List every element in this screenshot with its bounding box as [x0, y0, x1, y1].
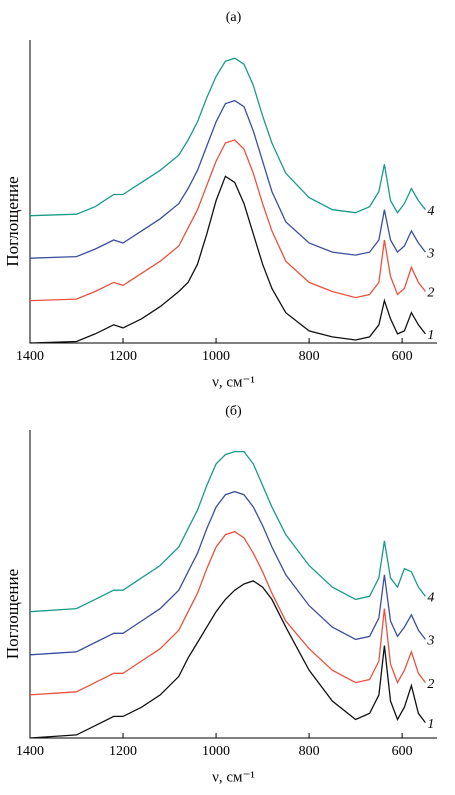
x-tick-label: 1200	[109, 349, 137, 364]
x-tick-label: 1400	[16, 349, 44, 364]
spectrum-line	[29, 57, 426, 217]
x-tick-label: 1200	[109, 744, 137, 759]
series-label: 1	[427, 717, 434, 732]
y-axis-label: Поглощение	[3, 176, 22, 266]
series-label: 2	[427, 286, 434, 301]
x-tick-label: 1000	[202, 744, 230, 759]
series-label: 2	[427, 677, 434, 692]
series-label: 4	[427, 204, 434, 219]
spectrum-line	[29, 99, 426, 259]
series-label: 3	[426, 246, 434, 261]
spectrum-line	[29, 490, 426, 656]
series-label: 4	[427, 591, 434, 606]
spectrum-line	[29, 580, 426, 739]
spectrum-line	[29, 139, 426, 302]
x-axis-label: ν, см⁻¹	[212, 374, 255, 390]
spectrum-line	[29, 530, 426, 696]
spectrum-line	[29, 175, 426, 344]
series-label: 3	[426, 634, 434, 649]
x-axis-label: ν, см⁻¹	[212, 769, 255, 785]
x-tick-label: 800	[299, 349, 320, 364]
x-tick-label: 1000	[202, 349, 230, 364]
x-tick-label: 1400	[16, 744, 44, 759]
y-axis-label: Поглощение	[3, 569, 22, 659]
axis-frame	[29, 40, 437, 344]
chart-title: (б)	[225, 404, 242, 419]
x-tick-label: 600	[392, 744, 413, 759]
series-label: 1	[427, 328, 434, 343]
x-tick-label: 600	[392, 349, 413, 364]
chart-title: (а)	[226, 10, 242, 25]
x-tick-label: 800	[299, 744, 320, 759]
spectrum-line	[29, 450, 426, 613]
